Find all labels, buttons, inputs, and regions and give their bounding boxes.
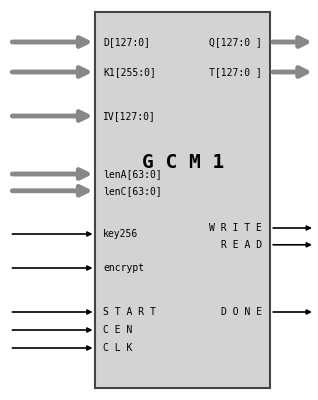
Text: Q[127:0 ]: Q[127:0 ] [210,37,262,47]
Text: D O N E: D O N E [221,307,262,317]
Text: C L K: C L K [103,343,133,353]
Text: key256: key256 [103,229,139,239]
Text: D[127:0]: D[127:0] [103,37,150,47]
Text: lenA[63:0]: lenA[63:0] [103,169,162,179]
Bar [95,12,270,388]
Text: C E N: C E N [103,325,133,335]
Text: encrypt: encrypt [103,263,144,273]
Text: lenC[63:0]: lenC[63:0] [103,186,162,196]
Text: S T A R T: S T A R T [103,307,156,317]
Text: IV[127:0]: IV[127:0] [103,111,156,121]
Text: W R I T E: W R I T E [210,223,262,233]
Text: T[127:0 ]: T[127:0 ] [210,67,262,77]
Text: K1[255:0]: K1[255:0] [103,67,156,77]
Text: G C M 1: G C M 1 [142,153,224,172]
Text: R E A D: R E A D [221,240,262,250]
